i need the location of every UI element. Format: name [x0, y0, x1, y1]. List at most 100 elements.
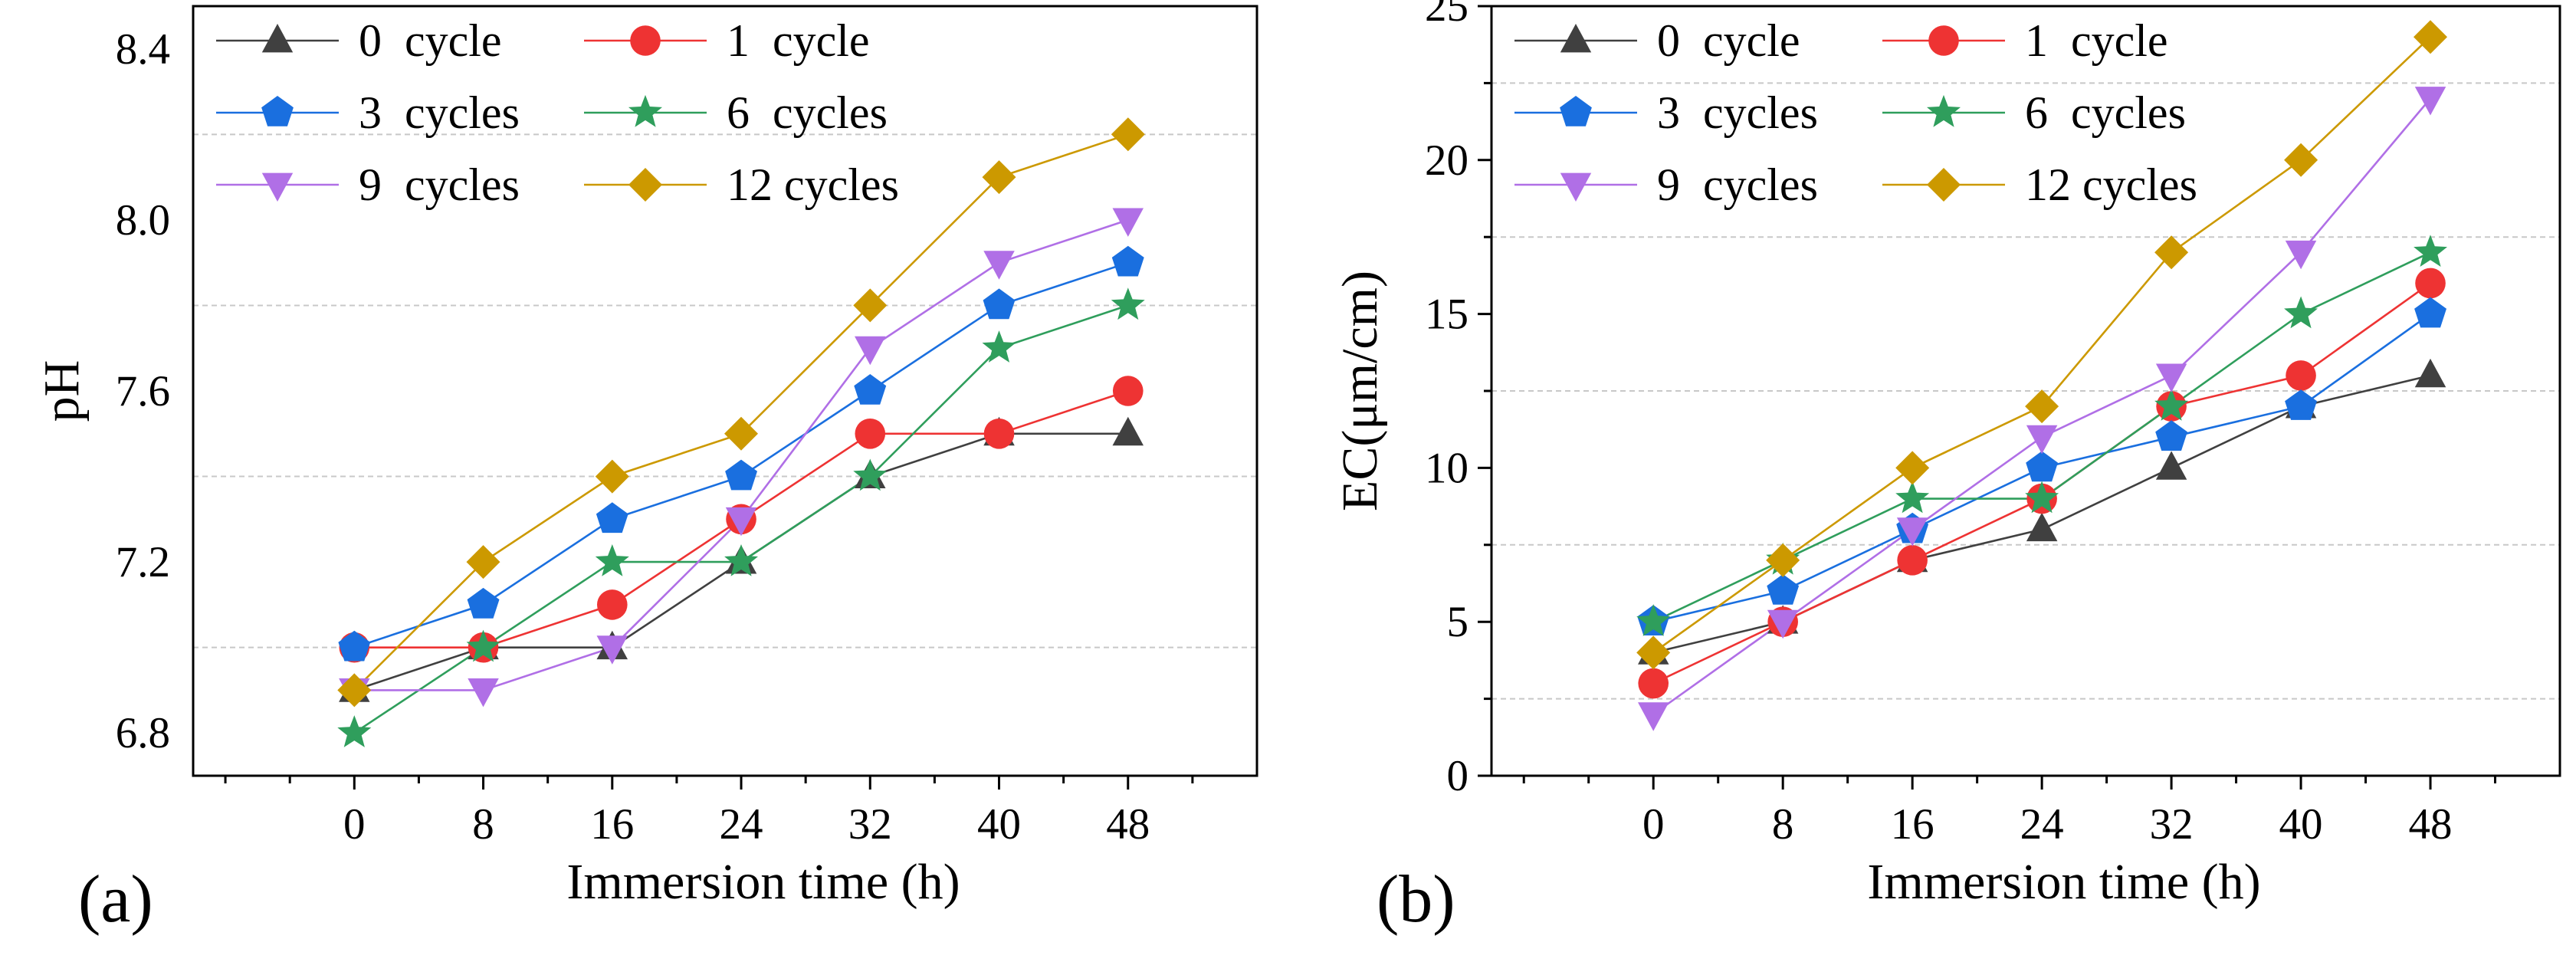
data-point-series-2 — [1897, 545, 1928, 576]
y-tick-label: 20 — [1425, 136, 1468, 185]
data-point-series-5 — [1767, 609, 1799, 639]
data-point-series-1 — [2026, 512, 2058, 542]
data-point-series-6 — [1111, 117, 1145, 152]
data-point-series-5 — [2414, 87, 2446, 116]
data-point-series-6 — [595, 459, 629, 494]
data-point-series-5 — [1638, 702, 1669, 731]
y-tick-label: 15 — [1425, 291, 1468, 339]
data-point-series-2 — [983, 418, 1015, 449]
legend-marker — [261, 172, 294, 202]
data-point-series-6 — [724, 416, 758, 451]
x-tick-label: 0 — [1642, 800, 1665, 849]
data-point-series-6 — [1766, 543, 1800, 577]
x-tick-label: 40 — [2279, 800, 2323, 849]
data-point-series-4 — [724, 544, 758, 576]
data-point-series-4 — [337, 715, 372, 747]
series-line-3 — [353, 261, 1129, 648]
data-point-series-5 — [1112, 208, 1144, 237]
legend-marker — [1928, 25, 1959, 56]
data-point-series-6 — [2284, 143, 2318, 177]
y-tick-label: 5 — [1447, 598, 1469, 646]
data-point-series-6 — [2025, 389, 2059, 424]
data-point-series-5 — [2026, 425, 2058, 455]
x-tick-label: 8 — [1772, 800, 1794, 849]
data-point-series-3 — [2414, 297, 2446, 328]
legend-marker — [630, 25, 661, 56]
x-tick-label: 16 — [590, 800, 634, 849]
data-point-series-3 — [338, 630, 371, 662]
panel-label: (b) — [1377, 862, 1455, 937]
data-point-series-6 — [337, 673, 372, 708]
panel-label: (a) — [78, 862, 153, 937]
x-tick-label: 24 — [720, 800, 763, 849]
data-point-series-6 — [2414, 20, 2447, 54]
x-tick-label: 48 — [2409, 800, 2453, 849]
series-line-5 — [354, 218, 1129, 691]
data-point-series-6 — [853, 288, 888, 323]
data-point-series-6 — [466, 545, 500, 579]
data-point-series-3 — [725, 459, 757, 491]
data-point-series-4 — [853, 458, 888, 491]
y-tick-label: 7.6 — [116, 367, 170, 415]
legend-marker — [1560, 172, 1592, 202]
chart-panel-b: 0 5 10 15 20 25 0 8 16 24 32 40 48 Immersion time (h)… — [1332, 0, 2561, 937]
legend-marker — [628, 168, 662, 202]
chart-panel-a: 6.8 7.2 7.6 8.0 8.4 0 8 16 24 32 40 48 Immersion tim… — [34, 5, 1258, 937]
data-point-series-2 — [2286, 360, 2316, 391]
data-point-series-5 — [1896, 517, 1928, 547]
y-axis-title: pH — [34, 360, 90, 422]
legend-label: 0 cycle — [1657, 15, 1800, 66]
y-tick-label: 8.4 — [116, 25, 170, 74]
data-point-series-2 — [1638, 668, 1669, 699]
y-tick-label: 10 — [1425, 444, 1468, 492]
data-point-series-4 — [595, 544, 629, 576]
data-point-series-1 — [2414, 358, 2446, 388]
y-tick-label: 0 — [1447, 752, 1469, 800]
data-point-series-2 — [1112, 376, 1144, 406]
data-point-series-3 — [2155, 420, 2187, 451]
data-point-series-4 — [1636, 604, 1671, 636]
x-axis-title: Immersion time (h) — [566, 854, 960, 910]
y-tick-label: 8.0 — [116, 196, 170, 245]
data-point-series-3 — [854, 374, 887, 405]
legend-label: 3 cycles — [1657, 87, 1818, 138]
x-tick-label: 40 — [977, 800, 1021, 849]
data-point-series-4 — [1895, 481, 1930, 514]
data-point-series-1 — [2155, 451, 2187, 480]
data-point-series-5 — [983, 251, 1015, 280]
data-point-series-4 — [1111, 287, 1145, 320]
data-point-series-5 — [2285, 240, 2317, 270]
data-point-series-5 — [855, 336, 886, 366]
data-point-series-6 — [1636, 635, 1671, 670]
legend-marker — [628, 94, 662, 127]
data-point-series-5 — [2155, 363, 2187, 392]
legend-label: 1 cycle — [727, 15, 870, 66]
legend-label: 3 cycles — [359, 87, 520, 138]
x-tick-label: 48 — [1106, 800, 1150, 849]
data-point-series-4 — [2414, 235, 2447, 267]
data-point-series-4 — [466, 629, 500, 662]
data-point-series-5 — [596, 635, 628, 665]
data-point-series-5 — [725, 507, 757, 537]
data-point-series-2 — [855, 418, 886, 449]
data-point-series-6 — [2154, 235, 2189, 270]
data-point-series-3 — [2026, 451, 2058, 482]
data-point-series-4 — [2284, 296, 2318, 329]
legend-label: 9 cycles — [359, 159, 520, 210]
data-point-series-4 — [2154, 389, 2189, 421]
legend-label: 6 cycles — [727, 87, 888, 138]
data-point-series-2 — [2415, 268, 2446, 299]
legend-label: 9 cycles — [1657, 159, 1818, 210]
data-point-series-3 — [1767, 574, 1800, 605]
x-axis-title: Immersion time (h) — [1867, 854, 2260, 910]
data-point-series-5 — [468, 678, 499, 708]
legend-marker — [1560, 96, 1592, 126]
legend-marker — [1560, 24, 1592, 53]
data-point-series-3 — [2285, 389, 2317, 420]
legend-marker — [1927, 168, 1961, 202]
legend-label: 12 cycles — [727, 159, 899, 210]
data-point-series-4 — [2025, 481, 2059, 514]
y-tick-label: 6.8 — [116, 709, 170, 757]
legend-marker — [261, 24, 294, 53]
x-tick-label: 16 — [1891, 800, 1934, 849]
